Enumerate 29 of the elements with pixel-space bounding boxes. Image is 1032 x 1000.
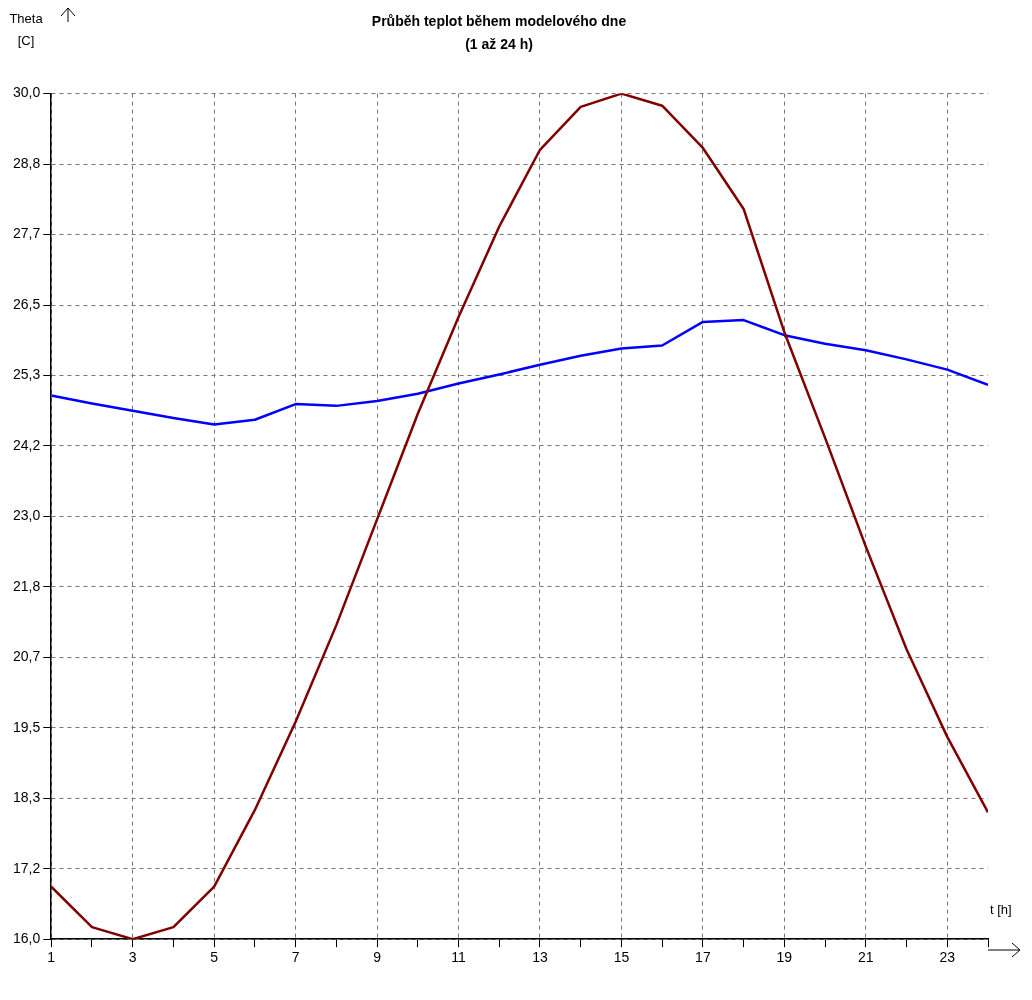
y-tick-label: 27,7 (13, 225, 41, 242)
y-tick-label: 26,5 (13, 295, 41, 312)
chart-subtitle: (1 až 24 h) (465, 36, 533, 53)
x-tick-label: 7 (291, 949, 300, 966)
y-tick-label: 21,8 (13, 577, 41, 594)
chart-title: Průběh teplot během modelového dne (371, 13, 627, 30)
y-tick-label: 17,2 (13, 859, 41, 876)
y-tick-label: 16,0 (13, 930, 41, 947)
x-tick-label: 19 (776, 949, 793, 966)
x-tick-label: 17 (695, 949, 711, 966)
x-tick-label: 13 (532, 949, 548, 966)
y-tick-label: 18,3 (13, 789, 41, 806)
x-tick-label: 9 (373, 949, 382, 966)
y-tick-label: 23,0 (13, 507, 41, 524)
x-axis-title: t [h] (990, 902, 1012, 917)
x-tick-label: 1 (47, 949, 56, 966)
y-tick-label: 24,2 (13, 436, 41, 453)
y-tick-label: 28,8 (13, 154, 41, 171)
x-tick-label: 23 (939, 949, 956, 966)
y-tick-label: 19,5 (13, 718, 41, 735)
y-tick-label: 30,0 (13, 84, 41, 101)
y-tick-label: 20,7 (13, 648, 41, 665)
y-axis-title: Theta [C] (8, 10, 44, 50)
y-tick-label: 25,3 (13, 366, 41, 383)
x-tick-label: 11 (451, 949, 467, 966)
x-tick-label: 3 (128, 949, 137, 966)
x-tick-label: 5 (210, 949, 219, 966)
x-tick-label: 21 (858, 949, 874, 966)
x-tick-label: 15 (613, 949, 630, 966)
